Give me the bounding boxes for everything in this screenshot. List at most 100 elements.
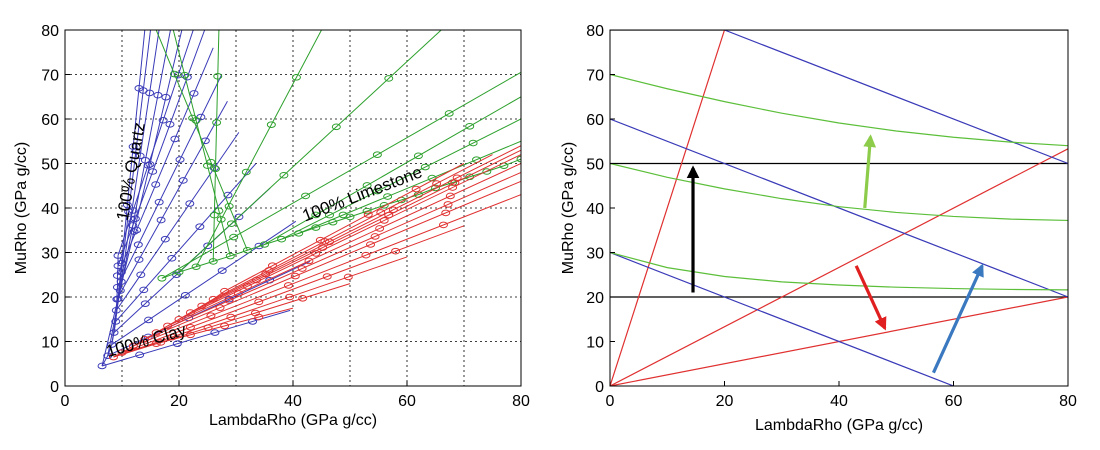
- left-quartz-clay-point: [134, 84, 144, 92]
- left-clay-base-point: [108, 353, 118, 361]
- left-quartz-clay-point: [128, 222, 138, 229]
- left-clay-point: [267, 262, 277, 269]
- left-quartz-clay-point: [128, 143, 138, 150]
- left-quartz-clay-point: [160, 235, 170, 243]
- left-clay-point: [443, 201, 453, 208]
- left-limestone-point: [279, 171, 289, 179]
- left-quartz-clay-base-point: [109, 329, 119, 336]
- left-clay-base-point: [197, 302, 207, 310]
- left-clay-base-point: [208, 295, 218, 303]
- right-green-curve-middle: [610, 162, 1068, 222]
- left-clay-line: [224, 163, 465, 292]
- left-quartz-clay-point: [203, 242, 213, 250]
- left-quartz-clay-base-point: [111, 307, 121, 314]
- left-limestone-base-point: [225, 252, 235, 260]
- left-quartz-clay-point: [135, 152, 145, 160]
- left-limestone-point: [188, 114, 198, 122]
- left-limestone-point: [241, 168, 251, 176]
- left-clay-base-point: [174, 315, 184, 323]
- left-limestone-line: [195, 30, 322, 267]
- left-quartz-clay-point: [134, 256, 144, 263]
- left-limestone-point: [212, 119, 222, 126]
- left-y-tick-label: 30: [41, 246, 59, 263]
- left-clay-line: [113, 256, 408, 358]
- left-quartz-clay-point: [139, 286, 149, 294]
- left-quartz-clay-point: [172, 340, 182, 348]
- left-quartz-clay-base-point: [112, 272, 122, 279]
- right-green-arrow: [863, 134, 877, 209]
- left-limestone-point: [216, 216, 226, 223]
- left-limestone-point: [169, 70, 179, 78]
- left-clay-line: [133, 194, 521, 347]
- left-quartz-clay-point: [182, 73, 192, 81]
- left-quartz-clay-line: [111, 30, 160, 345]
- left-limestone-point: [210, 165, 220, 173]
- left-clay-point: [254, 298, 264, 306]
- right-y-axis-label: MuRho (GPa g/cc): [560, 142, 577, 274]
- right-x-tick-label: 60: [945, 393, 963, 410]
- left-quartz-clay-point: [140, 300, 150, 307]
- left-limestone-line: [281, 118, 521, 240]
- left-limestone-line: [178, 30, 442, 273]
- left-quartz-clay-point: [116, 278, 126, 285]
- left-quartz-clay-base-point: [107, 341, 117, 348]
- left-clay-point: [391, 247, 401, 255]
- left-x-tick-label: 80: [512, 393, 530, 410]
- left-y-tick-label: 80: [41, 23, 59, 40]
- left-clay-point: [304, 257, 314, 265]
- left-quartz-clay-point: [175, 156, 185, 163]
- left-limestone-base-point: [260, 241, 269, 248]
- left-quartz-clay-point: [165, 121, 175, 128]
- left-quartz-clay-line: [116, 47, 214, 276]
- left-clay-base-point: [163, 322, 173, 330]
- left-limestone-point: [384, 75, 394, 82]
- left-y-axis-label: MuRho (GPa g/cc): [13, 142, 30, 274]
- left-clay-point: [283, 282, 293, 289]
- left-clay-point: [315, 236, 325, 244]
- left-clay-point: [185, 323, 195, 331]
- left-clay-line: [167, 163, 521, 327]
- left-quartz-clay-line: [116, 100, 228, 300]
- right-x-tick-label: 80: [1059, 393, 1077, 410]
- right-y-tick-label: 0: [595, 379, 604, 396]
- left-clay-line: [190, 149, 521, 314]
- left-limestone-point: [362, 182, 372, 189]
- left-quartz-clay-point: [133, 241, 143, 248]
- left-limestone-base-point: [345, 213, 355, 221]
- left-limestone-point: [301, 192, 311, 200]
- left-limestone-base-point: [431, 184, 440, 192]
- left-clay-point: [370, 233, 380, 240]
- left-limestone-base-point: [191, 263, 201, 271]
- family-clay: [108, 145, 521, 361]
- left-clay-point: [254, 313, 264, 321]
- left-quartz-clay-base-point: [112, 283, 122, 291]
- left-x-tick-label: 20: [170, 393, 188, 410]
- left-clay-base-point: [140, 335, 150, 343]
- left-x-tick-label: 0: [61, 393, 70, 410]
- left-limestone-line: [155, 30, 248, 251]
- left-limestone-point: [372, 151, 382, 158]
- left-clay-base-point: [185, 309, 195, 316]
- right-y-tick-label: 40: [586, 201, 604, 218]
- left-quartz-clay-point: [180, 292, 190, 299]
- left-quartz-clay-base-point: [111, 318, 121, 325]
- left-limestone-point: [420, 163, 430, 171]
- left-clay-base-point: [220, 287, 230, 295]
- left-quartz-clay-point: [217, 267, 227, 274]
- left-quartz-clay-point: [153, 91, 163, 99]
- left-y-tick-label: 0: [50, 379, 59, 396]
- left-y-tick-label: 20: [41, 290, 59, 307]
- left-quartz-clay-point: [189, 90, 199, 97]
- left-limestone-line: [264, 96, 521, 245]
- right-y-tick-label: 60: [586, 112, 604, 129]
- left-quartz-clay-point: [144, 316, 154, 324]
- left-limestone-base-point: [516, 155, 521, 163]
- left-clay-line: [144, 180, 521, 340]
- left-quartz-clay-line: [115, 132, 240, 311]
- right-y-tick-label: 70: [586, 68, 604, 85]
- left-limestone-point: [214, 207, 224, 215]
- left-x-tick-label: 60: [398, 393, 416, 410]
- right-x-tick-label: 20: [716, 393, 734, 410]
- right-y-tick-label: 50: [586, 157, 604, 174]
- left-clay-point: [297, 265, 307, 272]
